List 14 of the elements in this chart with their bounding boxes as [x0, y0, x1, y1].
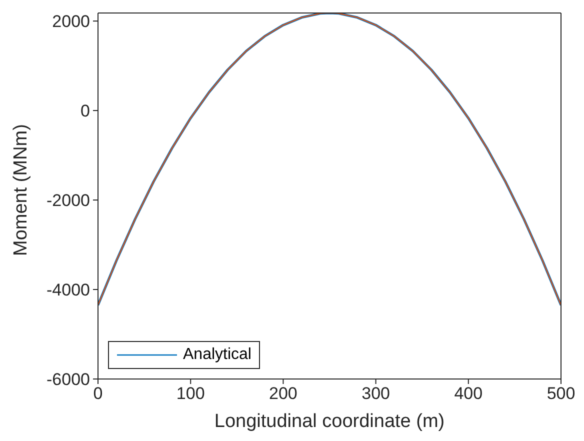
x-tick-label: 300	[362, 384, 390, 404]
y-tick-label: -4000	[46, 280, 90, 300]
x-tick-label: 0	[93, 384, 103, 404]
y-tick-label: 0	[80, 102, 90, 121]
x-tick-label: 500	[546, 384, 576, 404]
y-tick-label: -6000	[46, 370, 90, 390]
x-tick-label: 200	[269, 384, 298, 404]
legend-label: Analytical	[183, 345, 252, 365]
x-axis-title: Longitudinal coordinate (m)	[214, 411, 445, 432]
y-tick-label: -2000	[46, 191, 90, 210]
x-tick-label: 100	[176, 384, 205, 404]
y-tick-label: 2000	[52, 12, 90, 32]
x-tick-label: 400	[454, 384, 483, 404]
y-axis-title: Moment (MNm)	[10, 124, 32, 256]
